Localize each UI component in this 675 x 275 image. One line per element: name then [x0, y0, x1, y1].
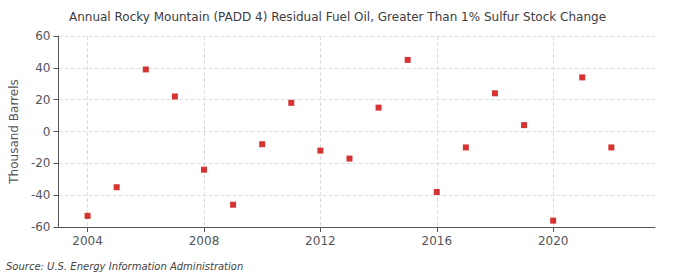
svg-text:2020: 2020 [538, 234, 569, 248]
svg-text:40: 40 [35, 61, 50, 75]
svg-text:-40: -40 [31, 188, 51, 202]
svg-text:2012: 2012 [305, 234, 336, 248]
svg-text:Annual Rocky Mountain (PADD 4): Annual Rocky Mountain (PADD 4) Residual … [69, 10, 606, 24]
svg-text:2016: 2016 [421, 234, 452, 248]
svg-text:-60: -60 [31, 220, 51, 234]
svg-text:20: 20 [35, 93, 50, 107]
svg-text:-20: -20 [31, 156, 51, 170]
svg-text:Source: U.S. Energy Informatio: Source: U.S. Energy Information Administ… [6, 261, 243, 272]
svg-text:Thousand Barrels: Thousand Barrels [7, 79, 21, 184]
svg-text:0: 0 [43, 125, 51, 139]
svg-text:2008: 2008 [189, 234, 220, 248]
svg-text:60: 60 [35, 29, 50, 43]
svg-text:2004: 2004 [72, 234, 103, 248]
